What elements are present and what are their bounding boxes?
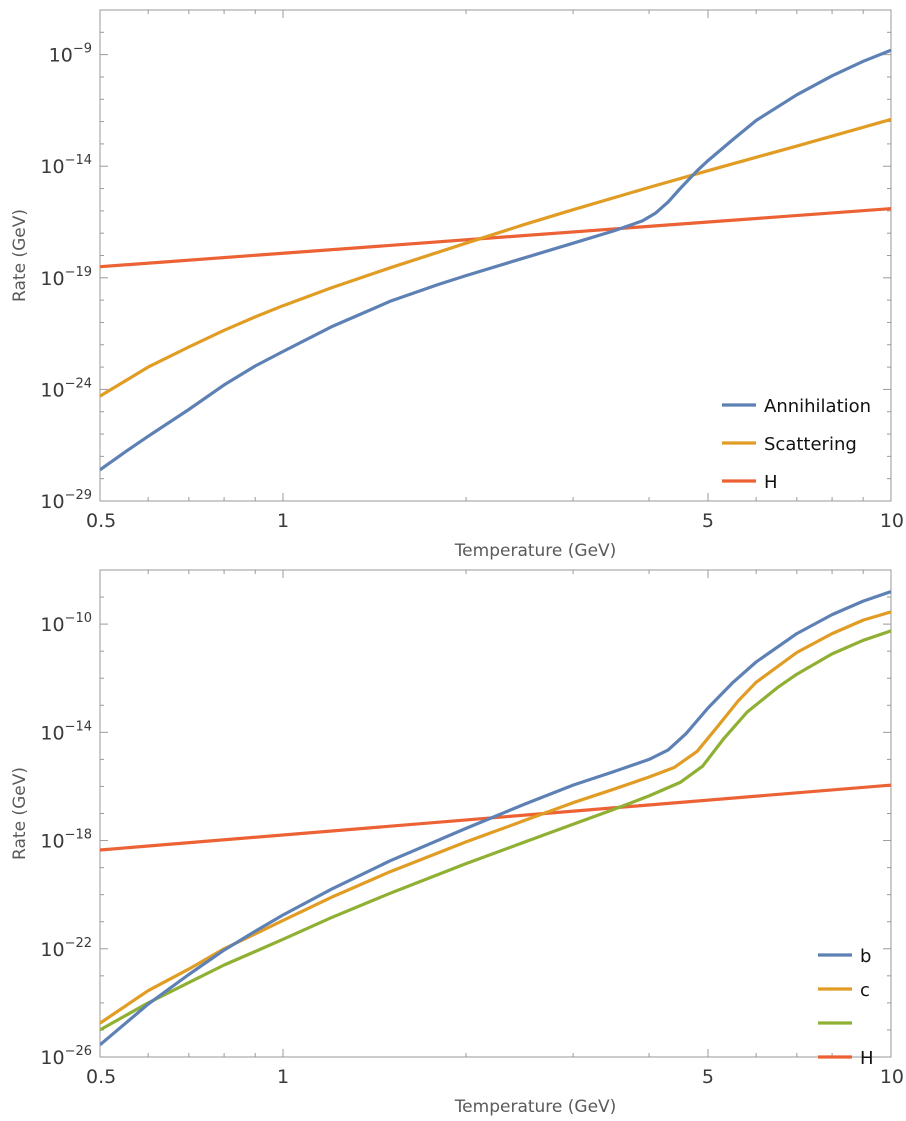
x-tick-label: 10 bbox=[880, 1066, 904, 1088]
legend-label: Scattering bbox=[764, 434, 857, 455]
x-tick-label: 0.5 bbox=[86, 510, 116, 532]
y-tick-label: 10−10 bbox=[40, 611, 92, 636]
y-tick-label: 10−29 bbox=[40, 488, 92, 513]
y-tick-label: 10−24 bbox=[40, 376, 92, 401]
series-line-annihilation bbox=[100, 48, 891, 472]
x-tick-label: 5 bbox=[702, 1066, 714, 1088]
x-tick-label: 1 bbox=[277, 510, 289, 532]
legend-label: Annihilation bbox=[764, 396, 871, 417]
series-line-b bbox=[100, 590, 891, 1047]
x-tick-label: 0.5 bbox=[86, 1066, 116, 1088]
y-tick-label: 10−18 bbox=[40, 828, 92, 853]
plot-frame bbox=[99, 569, 892, 1058]
legend-label: b bbox=[860, 946, 871, 967]
y-tick-label: 10−14 bbox=[40, 719, 92, 744]
y-axis-label: Rate (GeV) bbox=[10, 767, 30, 860]
y-tick-label: 10−26 bbox=[40, 1044, 92, 1069]
x-tick-label: 1 bbox=[277, 1066, 289, 1088]
x-tick-label: 10 bbox=[880, 510, 904, 532]
plot-frame bbox=[99, 9, 892, 502]
legend-label: H bbox=[764, 472, 778, 493]
y-tick-label: 10−14 bbox=[40, 153, 92, 178]
series-line-unnamed bbox=[100, 629, 891, 1032]
x-tick-label: 5 bbox=[702, 510, 714, 532]
chart-panel-1: 0.5 1 5 10 10−29 10−24 10−19 10−14 10−9 Temperatu… bbox=[10, 9, 904, 561]
y-tick-label: 10−22 bbox=[40, 936, 92, 961]
legend-label: H bbox=[860, 1048, 874, 1069]
legend-label: c bbox=[860, 980, 870, 1001]
y-tick-label: 10−9 bbox=[49, 42, 92, 67]
chart-panel-2: 0.5 1 5 10 10−26 10−22 10−18 10−14 10−10 Temperat… bbox=[10, 569, 904, 1117]
legend: bc H bbox=[818, 946, 874, 1069]
y-axis-label: Rate (GeV) bbox=[10, 209, 30, 302]
series-line-h bbox=[100, 207, 891, 269]
x-axis-label: Temperature (GeV) bbox=[454, 541, 617, 561]
legend: Annihilation Scattering H bbox=[722, 396, 871, 493]
y-tick-label: 10−19 bbox=[40, 265, 92, 290]
x-axis-label: Temperature (GeV) bbox=[454, 1097, 617, 1117]
series-line-scattering bbox=[100, 117, 891, 398]
